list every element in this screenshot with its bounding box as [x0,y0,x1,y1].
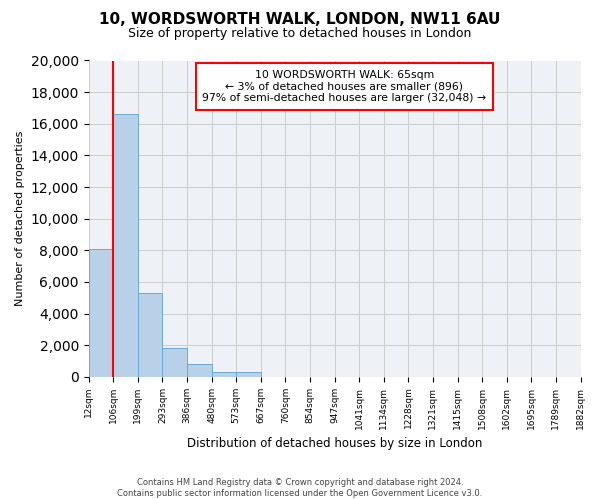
Text: 10 WORDSWORTH WALK: 65sqm
← 3% of detached houses are smaller (896)
97% of semi-: 10 WORDSWORTH WALK: 65sqm ← 3% of detach… [202,70,487,103]
Bar [236,372,261,377]
Text: Size of property relative to detached houses in London: Size of property relative to detached ho… [128,28,472,40]
Bar [138,293,163,377]
Text: Contains HM Land Registry data © Crown copyright and database right 2024.
Contai: Contains HM Land Registry data © Crown c… [118,478,482,498]
Bar [187,364,212,377]
X-axis label: Distribution of detached houses by size in London: Distribution of detached houses by size … [187,437,482,450]
Bar [163,348,187,377]
Bar [113,114,138,377]
Bar [89,248,113,377]
Y-axis label: Number of detached properties: Number of detached properties [15,131,25,306]
Bar [212,372,236,377]
Text: 10, WORDSWORTH WALK, LONDON, NW11 6AU: 10, WORDSWORTH WALK, LONDON, NW11 6AU [100,12,500,28]
